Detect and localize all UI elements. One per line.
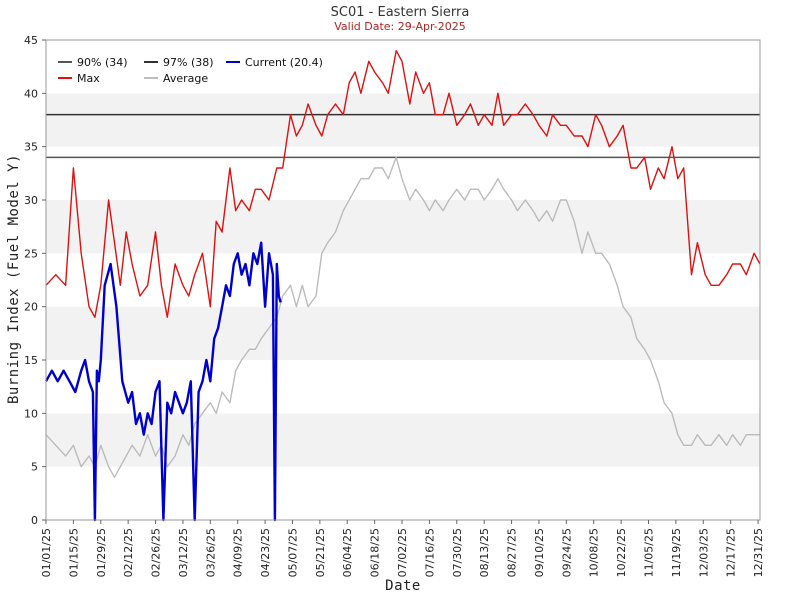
y-tick-label: 25 (24, 247, 38, 260)
grid-band (46, 200, 760, 254)
grid-band (46, 253, 760, 307)
x-tick-label: 01/15/25 (67, 528, 80, 577)
grid-band (46, 146, 760, 200)
x-tick-label: 04/09/25 (232, 528, 245, 577)
y-axis-label: Burning Index (Fuel Model Y) (6, 154, 22, 404)
x-tick-label: 12/17/25 (725, 528, 738, 577)
x-tick-label: 02/26/25 (150, 528, 163, 577)
x-tick-label: 03/26/25 (204, 528, 217, 577)
x-tick-label: 07/16/25 (423, 528, 436, 577)
y-tick-label: 40 (24, 87, 38, 100)
x-axis-label: Date (385, 578, 421, 594)
legend: 90% (34) 97% (38) Current (20.4) Max Average (58, 56, 323, 85)
series-line-current-20-4 (44, 241, 282, 522)
series-line-average (45, 156, 760, 478)
x-tick-label: 05/21/25 (314, 528, 327, 577)
x-tick-label: 11/05/25 (642, 528, 655, 577)
grid-band (46, 93, 760, 147)
y-tick-label: 30 (24, 194, 38, 207)
x-tick-label: 08/27/25 (506, 528, 519, 577)
threshold-lines (46, 113, 760, 159)
x-tick-label: 01/29/25 (95, 528, 108, 577)
x-tick-label: 09/10/25 (533, 528, 546, 577)
y-tick-label: 5 (31, 461, 38, 474)
grid-band (46, 306, 760, 360)
x-tick-label: 03/12/25 (177, 528, 190, 577)
y-tick-label: 10 (24, 407, 38, 420)
y-tick-label: 45 (24, 34, 38, 47)
series-line-max (45, 50, 761, 318)
plot-frame (45, 39, 761, 521)
x-tick-label: 04/23/25 (259, 528, 272, 577)
y-tick-label: 35 (24, 141, 38, 154)
y-tick-label: 15 (24, 354, 38, 367)
x-tick-label: 07/30/25 (451, 528, 464, 577)
legend-label: 90% (34) (77, 56, 128, 69)
x-tick-label: 11/19/25 (670, 528, 683, 577)
y-tick-label: 0 (31, 514, 38, 527)
x-tick-label: 02/12/25 (122, 528, 135, 577)
legend-label: Current (20.4) (245, 56, 323, 69)
y-axis-ticks: 0 5 10 15 20 25 30 35 40 45 (24, 34, 46, 527)
x-axis-ticks: 01/01/25 01/15/25 01/29/25 02/12/25 02/26/25… (40, 520, 765, 577)
x-tick-label: 10/08/25 (588, 528, 601, 577)
x-tick-label: 07/02/25 (396, 528, 409, 577)
chart-title: SC01 - Eastern Sierra (331, 5, 470, 20)
series-lines (44, 50, 761, 522)
x-tick-label: 06/18/25 (369, 528, 382, 577)
x-tick-label: 01/01/25 (40, 528, 53, 577)
legend-label: Average (163, 72, 208, 85)
x-tick-label: 09/24/25 (560, 528, 573, 577)
x-tick-label: 08/13/25 (478, 528, 491, 577)
x-tick-label: 12/03/25 (697, 528, 710, 577)
chart-subtitle: Valid Date: 29-Apr-2025 (334, 20, 466, 33)
legend-label: Max (77, 72, 100, 85)
legend-label: 97% (38) (163, 56, 214, 69)
y-tick-label: 20 (24, 301, 38, 314)
x-tick-label: 05/07/25 (286, 528, 299, 577)
x-tick-label: 12/31/25 (752, 528, 765, 577)
x-tick-label: 06/04/25 (341, 528, 354, 577)
x-tick-label: 10/22/25 (615, 528, 628, 577)
grid-bands (46, 40, 760, 520)
grid-band (46, 360, 760, 414)
grid-band (46, 466, 760, 520)
